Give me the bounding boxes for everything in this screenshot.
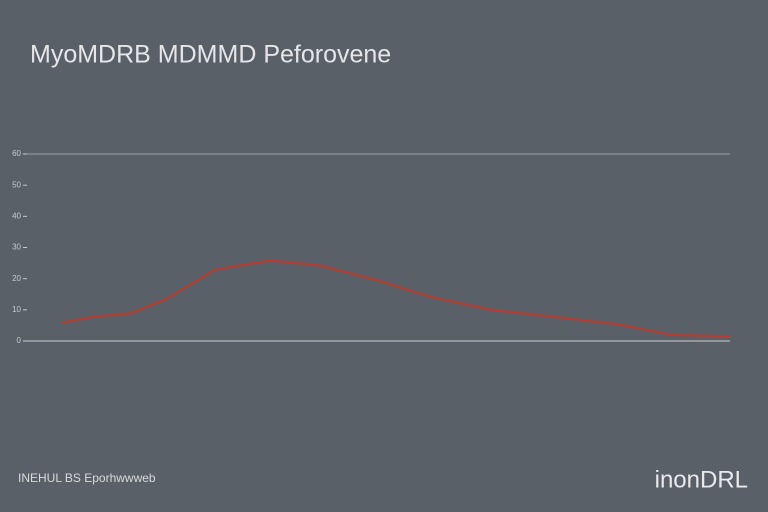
y-tick-label: 10 [12,305,21,314]
y-tick-label: 0 [17,336,22,345]
y-tick-label: 50 [12,180,21,189]
footer-brand: inonDRL [655,466,748,493]
chart-title: MyoMDRB MDMMD Peforovene [30,41,391,69]
y-tick-label: 60 [12,149,21,158]
y-tick-label: 30 [12,243,21,252]
y-tick-label: 20 [12,274,21,283]
footer-left: INEHUL BS Eporhwwweb [18,471,156,485]
y-tick-label: 40 [12,211,21,220]
line-series [61,259,731,338]
